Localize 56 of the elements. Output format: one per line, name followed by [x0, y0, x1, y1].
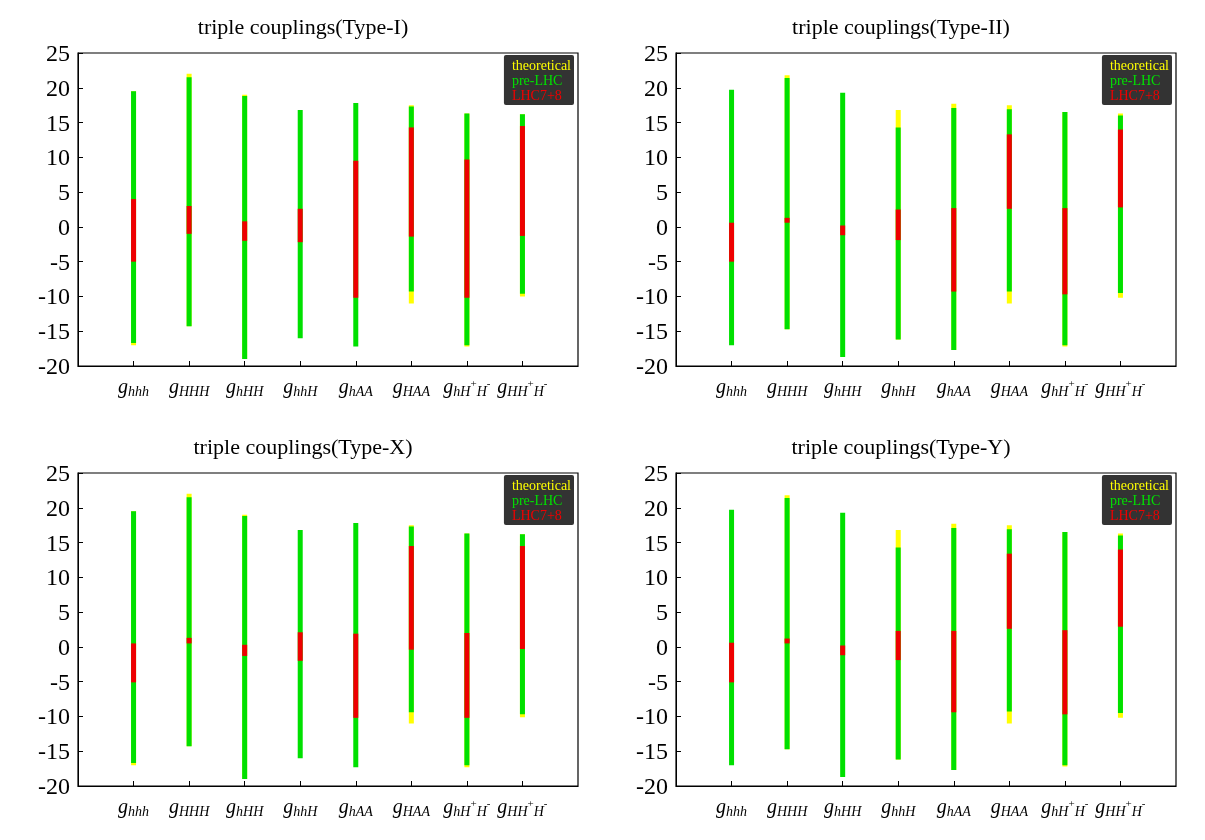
- chart-title: triple couplings(Type-I): [197, 13, 409, 39]
- y-tick-label: -15: [636, 738, 668, 765]
- series-label: pre-LHC: [511, 72, 563, 88]
- text: LHC7+8: [1109, 507, 1160, 523]
- y-tick-label: 20: [46, 74, 70, 101]
- text: pre-LHC: [1109, 492, 1161, 508]
- chart-title: triple couplings(Type-Y): [791, 433, 1011, 459]
- y-tick-label: -10: [38, 703, 70, 730]
- y-tick-label: 0: [656, 213, 668, 240]
- chart-title: triple couplings(Type-X): [193, 433, 413, 459]
- y-tick-label: 10: [46, 564, 70, 591]
- series-label: pre-LHC: [511, 492, 563, 508]
- y-tick-label: -5: [648, 248, 668, 275]
- series-label: LHC7+8: [511, 507, 562, 523]
- y-tick-label: 15: [644, 109, 668, 136]
- y-tick-label: -15: [38, 318, 70, 345]
- y-tick-label: 5: [656, 179, 668, 206]
- y-tick-label: 15: [46, 109, 70, 136]
- y-tick-label: -5: [50, 668, 70, 695]
- y-tick-label: 5: [656, 599, 668, 626]
- text: theoretical: [511, 57, 572, 73]
- y-tick-label: -15: [636, 318, 668, 345]
- y-tick-label: -20: [636, 353, 668, 379]
- y-tick-label: 5: [58, 179, 70, 206]
- text: pre-LHC: [1109, 72, 1161, 88]
- text: LHC7+8: [1109, 87, 1160, 103]
- y-tick-label: -20: [636, 773, 668, 799]
- y-tick-label: -10: [636, 283, 668, 310]
- y-tick-label: 20: [46, 494, 70, 521]
- y-tick-label: 10: [644, 564, 668, 591]
- y-tick-label: 10: [46, 144, 70, 171]
- y-tick-label: 25: [644, 40, 668, 66]
- text: theoretical: [1109, 477, 1170, 493]
- y-tick-label: 25: [46, 40, 70, 66]
- y-tick-label: -20: [38, 773, 70, 799]
- y-tick-label: 15: [46, 529, 70, 556]
- y-tick-label: 25: [46, 460, 70, 486]
- y-tick-label: 25: [644, 460, 668, 486]
- y-tick-label: -10: [636, 703, 668, 730]
- text: theoretical: [511, 477, 572, 493]
- y-tick-label: -15: [38, 738, 70, 765]
- y-tick-label: 0: [58, 213, 70, 240]
- y-tick-label: 0: [58, 633, 70, 660]
- y-tick-label: -10: [38, 283, 70, 310]
- y-tick-label: 0: [656, 633, 668, 660]
- text: theoretical: [1109, 57, 1170, 73]
- y-tick-label: -5: [50, 248, 70, 275]
- y-tick-label: 20: [644, 494, 668, 521]
- y-tick-label: 5: [58, 599, 70, 626]
- y-tick-label: 15: [644, 529, 668, 556]
- y-tick-label: -5: [648, 668, 668, 695]
- y-tick-label: -20: [38, 353, 70, 379]
- y-tick-label: 10: [644, 144, 668, 171]
- chart-title: triple couplings(Type-II): [792, 13, 1010, 39]
- series-label: LHC7+8: [511, 87, 562, 103]
- y-tick-label: 20: [644, 74, 668, 101]
